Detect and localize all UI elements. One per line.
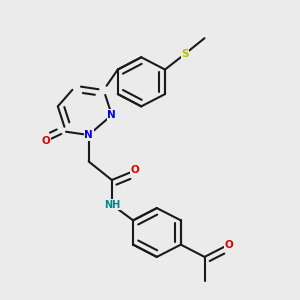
- Text: N: N: [107, 110, 116, 120]
- Text: O: O: [224, 240, 233, 250]
- Text: N: N: [84, 130, 93, 140]
- Text: O: O: [41, 136, 50, 146]
- Text: NH: NH: [104, 200, 120, 209]
- Text: O: O: [131, 166, 140, 176]
- Text: S: S: [181, 49, 189, 59]
